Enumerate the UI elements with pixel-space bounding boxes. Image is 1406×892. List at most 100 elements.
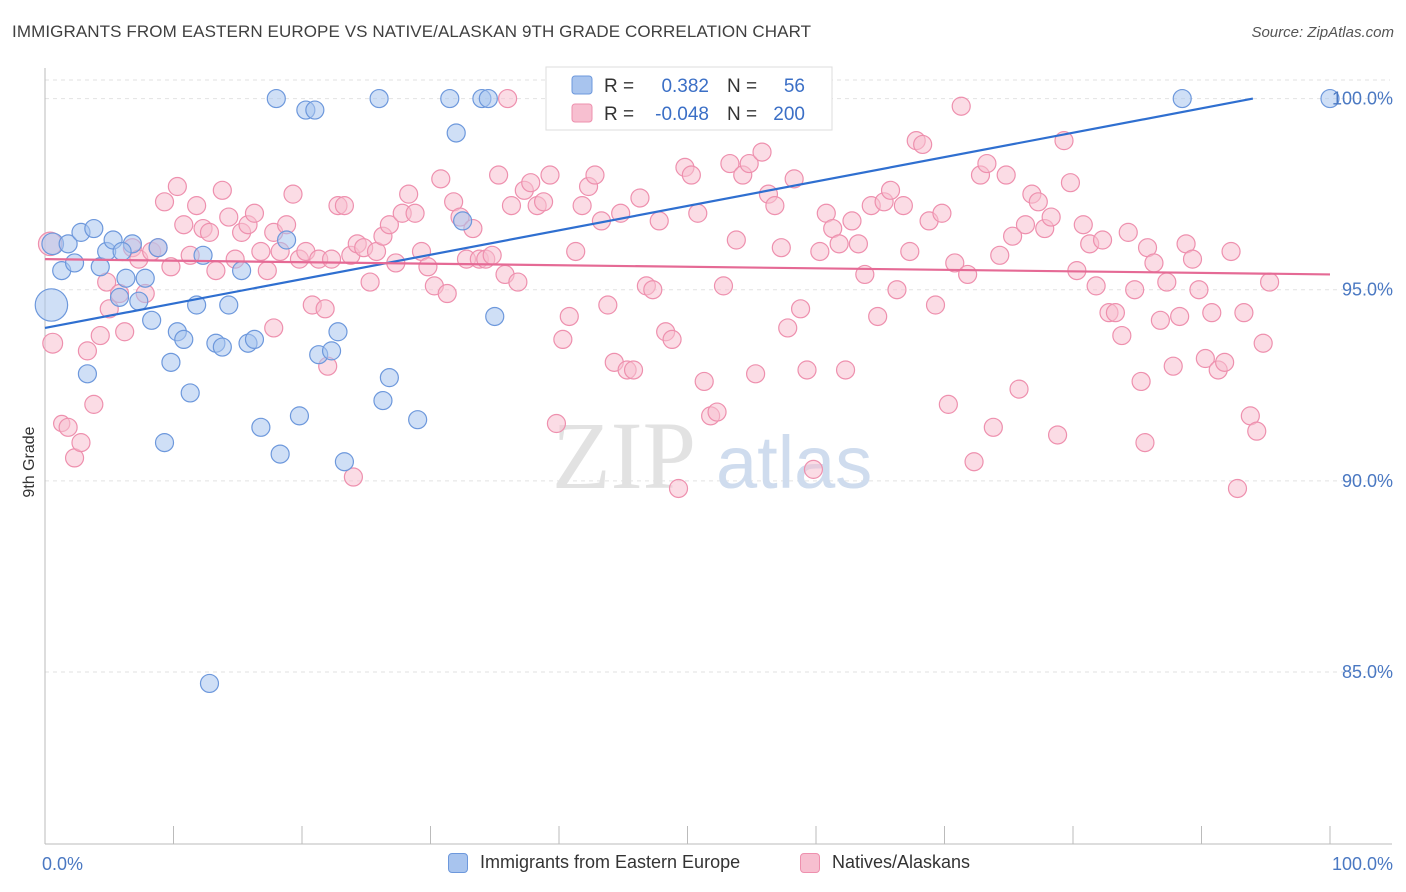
y-tick-labels: 100.0% 95.0% 90.0% 85.0% [1332, 89, 1393, 682]
x-tick-labels: 0.0% 100.0% [42, 854, 1393, 874]
point-natives [900, 241, 920, 262]
point-natives [720, 153, 740, 174]
point-natives [379, 215, 399, 235]
y-tick-label: 85.0% [1342, 662, 1393, 682]
point-natives [1041, 207, 1061, 227]
point-natives [829, 234, 849, 254]
point-natives [1144, 253, 1164, 273]
bottom-legend-label-natives: Natives/Alaskans [832, 852, 971, 872]
point-natives [810, 241, 830, 262]
point-immigrants [34, 288, 69, 322]
point-natives [321, 249, 342, 269]
point-immigrants [219, 295, 239, 315]
point-natives [1105, 303, 1126, 323]
point-immigrants [148, 238, 168, 258]
point-natives [1253, 333, 1273, 353]
bottom-legend-item-immigrants: Immigrants from Eastern Europe [448, 852, 740, 873]
legend-n-label-2: N = [727, 104, 757, 125]
point-natives [546, 413, 567, 434]
point-natives [784, 169, 804, 189]
point-natives [1163, 356, 1183, 376]
legend-r-value-1: 0.382 [661, 76, 709, 97]
axes [44, 68, 1392, 845]
point-natives [983, 417, 1003, 437]
point-natives [264, 318, 284, 338]
point-immigrants [1172, 88, 1192, 109]
point-natives [958, 264, 978, 285]
point-natives [848, 234, 869, 254]
point-natives [803, 459, 824, 479]
point-natives [662, 329, 682, 350]
point-immigrants [77, 364, 98, 384]
point-natives [161, 257, 181, 277]
x-tick-label: 0.0% [42, 854, 83, 874]
point-natives [752, 142, 772, 162]
point-natives [713, 276, 734, 296]
point-natives [431, 169, 451, 189]
point-natives [405, 203, 425, 223]
legend-r-label-1: R = [604, 76, 634, 97]
point-natives [71, 433, 91, 453]
y-tick-label: 95.0% [1342, 280, 1393, 300]
point-natives [501, 196, 522, 216]
point-natives [212, 180, 232, 200]
point-natives [1189, 280, 1209, 300]
y-tick-label: 100.0% [1332, 89, 1393, 109]
point-natives [1182, 249, 1203, 269]
point-natives [1215, 352, 1235, 372]
point-natives [746, 364, 766, 384]
point-natives [778, 318, 798, 338]
point-immigrants [58, 234, 78, 254]
point-immigrants [478, 88, 498, 109]
point-natives [399, 184, 419, 204]
point-natives [167, 176, 187, 197]
point-natives [707, 402, 727, 422]
point-natives [283, 184, 303, 204]
point-natives [206, 261, 226, 281]
watermark-atlas: atlas [716, 421, 872, 504]
point-natives [996, 165, 1016, 185]
legend-swatch-pink [571, 103, 593, 123]
point-natives [489, 165, 509, 185]
legend-r-value-2: -0.048 [655, 104, 709, 125]
point-natives [643, 280, 663, 300]
point-natives [1234, 303, 1254, 323]
point-natives [688, 203, 708, 223]
y-tick-label: 90.0% [1342, 471, 1393, 491]
point-natives [835, 360, 856, 380]
point-natives [977, 153, 997, 174]
point-immigrants [180, 383, 200, 403]
point-immigrants [112, 241, 132, 262]
legend-n-value-1: 56 [784, 76, 805, 97]
legend-n-value-2: 200 [773, 104, 805, 125]
point-natives [482, 245, 502, 265]
point-immigrants [289, 406, 310, 426]
point-natives [1086, 276, 1106, 296]
point-immigrants [379, 368, 399, 388]
point-immigrants [485, 306, 505, 327]
point-natives [739, 153, 759, 174]
point-natives [1150, 310, 1170, 330]
point-natives [932, 203, 952, 223]
point-natives [649, 211, 669, 231]
legend-r-label-2: R = [604, 104, 634, 125]
point-immigrants [373, 390, 393, 411]
point-natives [533, 192, 554, 212]
point-natives [58, 417, 78, 437]
point-natives [1135, 433, 1155, 453]
source-label: Source: ZipAtlas.com [1251, 24, 1394, 41]
point-natives [566, 241, 586, 262]
point-natives [334, 196, 355, 216]
point-natives [418, 257, 438, 277]
chart-title: IMMIGRANTS FROM EASTERN EUROPE VS NATIVE… [12, 22, 812, 41]
point-natives [498, 88, 518, 109]
point-natives [1060, 173, 1081, 193]
point-natives [1195, 348, 1215, 369]
point-natives [1073, 215, 1093, 235]
bottom-legend-swatch-pink [800, 852, 820, 873]
point-natives [668, 478, 689, 499]
point-immigrants [232, 261, 252, 281]
x-tick-label: 100.0% [1332, 854, 1393, 874]
point-immigrants [328, 322, 348, 342]
point-natives [868, 306, 888, 327]
